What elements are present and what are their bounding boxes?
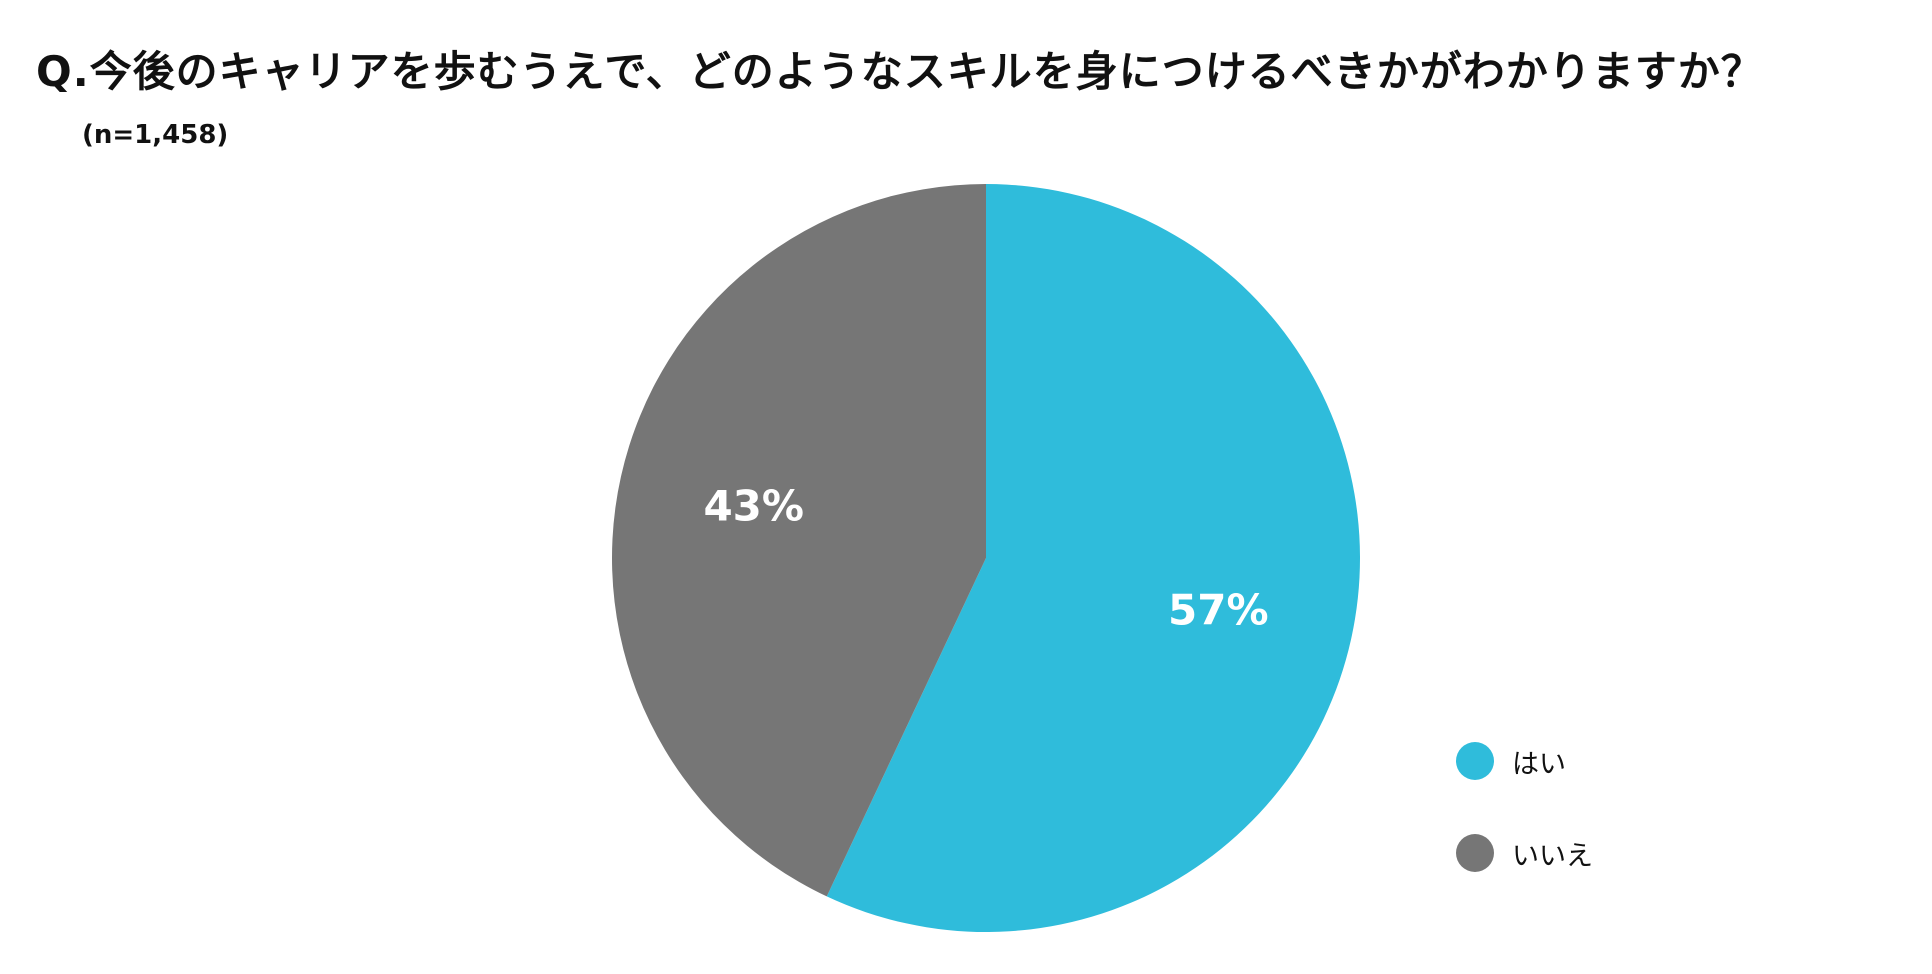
legend-label-yes: はい: [1512, 748, 1566, 780]
legend-label-no: いいえ: [1512, 840, 1593, 872]
chart-title: Q.今後のキャリアを歩むうえで、どのようなスキルを身につけるべきかがわかりますか…: [36, 47, 1764, 96]
sample-size-label: (n=1,458): [82, 120, 229, 150]
pie-slice-label-yes: 57%: [1168, 585, 1269, 634]
pie-slices: [612, 184, 1360, 932]
legend-swatch-no: [1456, 834, 1494, 872]
pie-slice-labels: 57% 43%: [703, 482, 1268, 635]
legend: はい いいえ: [1456, 738, 1593, 922]
legend-item-yes[interactable]: はい: [1456, 738, 1593, 784]
pie-slice-label-no: 43%: [703, 482, 804, 531]
pie-slice-yes[interactable]: [826, 184, 1360, 932]
legend-swatch-yes: [1456, 742, 1494, 780]
legend-item-no[interactable]: いいえ: [1456, 830, 1593, 876]
pie-slice-no[interactable]: [612, 184, 986, 897]
